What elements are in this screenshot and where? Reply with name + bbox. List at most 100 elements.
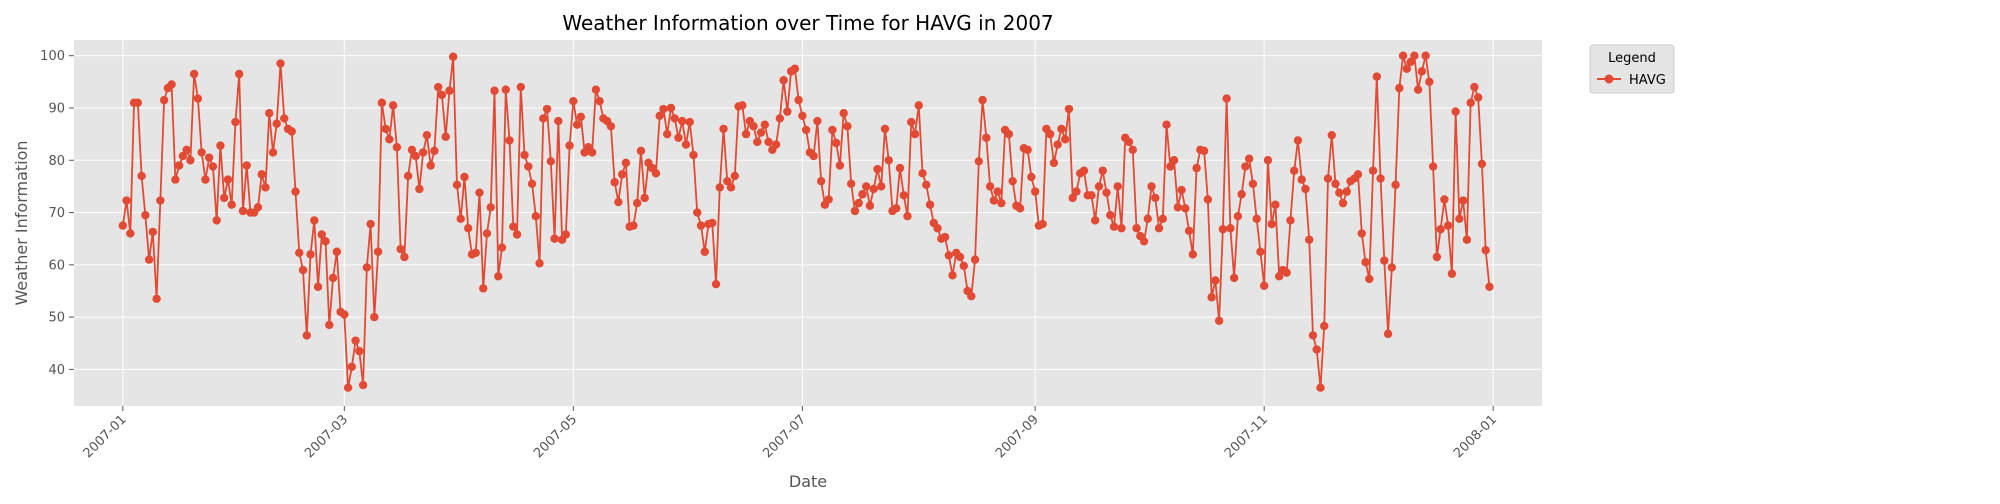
data-point bbox=[869, 184, 878, 194]
data-point bbox=[1440, 195, 1449, 204]
data-point bbox=[550, 234, 559, 243]
data-point bbox=[171, 175, 180, 184]
data-point bbox=[1293, 136, 1303, 145]
data-point bbox=[1004, 129, 1014, 139]
data-point bbox=[1139, 237, 1149, 246]
data-point bbox=[674, 133, 683, 142]
data-point bbox=[212, 216, 221, 225]
data-point bbox=[509, 222, 518, 231]
data-point bbox=[1226, 224, 1235, 233]
data-point bbox=[1447, 269, 1457, 278]
data-point bbox=[738, 101, 747, 110]
data-point bbox=[524, 162, 533, 171]
data-point bbox=[632, 198, 642, 208]
data-point bbox=[355, 346, 364, 356]
data-point bbox=[606, 122, 616, 131]
data-point bbox=[640, 193, 649, 203]
data-point bbox=[561, 230, 571, 239]
data-point bbox=[1312, 345, 1321, 354]
data-point bbox=[989, 196, 999, 205]
legend: Legend HAVG bbox=[1589, 44, 1675, 94]
legend-label-havg: HAVG bbox=[1629, 73, 1666, 88]
data-point bbox=[1038, 219, 1047, 229]
data-point bbox=[1008, 176, 1017, 186]
data-point bbox=[576, 112, 586, 122]
data-point bbox=[159, 95, 169, 105]
data-point bbox=[497, 243, 507, 252]
data-point bbox=[775, 114, 785, 123]
data-point bbox=[216, 141, 225, 150]
data-point bbox=[310, 216, 319, 225]
data-point bbox=[186, 156, 195, 165]
data-point bbox=[693, 208, 702, 217]
data-point bbox=[621, 158, 631, 168]
data-point bbox=[985, 182, 995, 191]
data-point bbox=[479, 284, 488, 293]
data-point bbox=[295, 248, 304, 257]
legend-marker-havg bbox=[1604, 74, 1614, 84]
data-point bbox=[1241, 162, 1250, 171]
data-point bbox=[520, 150, 529, 160]
data-point bbox=[1372, 72, 1382, 81]
data-point bbox=[933, 224, 942, 233]
data-point bbox=[907, 117, 916, 127]
data-point bbox=[418, 148, 428, 157]
data-point bbox=[204, 153, 214, 162]
data-point bbox=[1365, 274, 1374, 284]
data-point bbox=[223, 175, 233, 184]
data-point bbox=[1331, 179, 1340, 188]
data-point bbox=[531, 212, 540, 221]
y-tick-label: 80 bbox=[48, 154, 65, 169]
data-point bbox=[512, 230, 522, 239]
data-point bbox=[636, 146, 646, 156]
data-point bbox=[1151, 193, 1160, 203]
data-point bbox=[358, 380, 368, 390]
data-point bbox=[794, 95, 803, 105]
data-point bbox=[516, 82, 525, 92]
data-point bbox=[843, 122, 852, 131]
data-point bbox=[1158, 214, 1168, 224]
data-point bbox=[156, 196, 165, 205]
data-point bbox=[1064, 104, 1074, 114]
data-point bbox=[1316, 383, 1325, 392]
data-point bbox=[445, 86, 454, 95]
data-point bbox=[452, 180, 462, 190]
data-point bbox=[723, 176, 732, 186]
data-point bbox=[1248, 179, 1258, 188]
data-point bbox=[892, 204, 901, 213]
data-point bbox=[1387, 263, 1397, 272]
data-point bbox=[193, 94, 203, 103]
data-point bbox=[167, 80, 176, 89]
data-point bbox=[798, 111, 807, 121]
data-point bbox=[1098, 166, 1107, 175]
data-point bbox=[1462, 235, 1472, 244]
data-point bbox=[1436, 225, 1445, 234]
data-point bbox=[970, 255, 980, 264]
data-point bbox=[482, 229, 492, 238]
data-point bbox=[1166, 162, 1175, 171]
data-point bbox=[1207, 293, 1216, 302]
data-point bbox=[1109, 222, 1119, 231]
data-point bbox=[1218, 225, 1228, 234]
data-point bbox=[689, 150, 698, 160]
data-point bbox=[306, 250, 315, 259]
data-point bbox=[1470, 82, 1479, 92]
data-point bbox=[430, 146, 439, 156]
data-point bbox=[340, 310, 349, 319]
data-point bbox=[118, 221, 128, 230]
data-point bbox=[809, 151, 818, 161]
data-point bbox=[268, 148, 278, 157]
data-point bbox=[396, 244, 405, 254]
data-point bbox=[982, 133, 991, 142]
data-point bbox=[407, 145, 417, 154]
data-point bbox=[1417, 67, 1427, 76]
data-point bbox=[663, 129, 672, 139]
data-point bbox=[219, 193, 229, 203]
data-point bbox=[426, 161, 435, 170]
data-point bbox=[178, 151, 188, 161]
x-tick-label: 2007-09 bbox=[993, 412, 1042, 461]
data-point bbox=[527, 179, 537, 188]
data-point bbox=[884, 156, 893, 165]
data-point bbox=[287, 127, 296, 136]
